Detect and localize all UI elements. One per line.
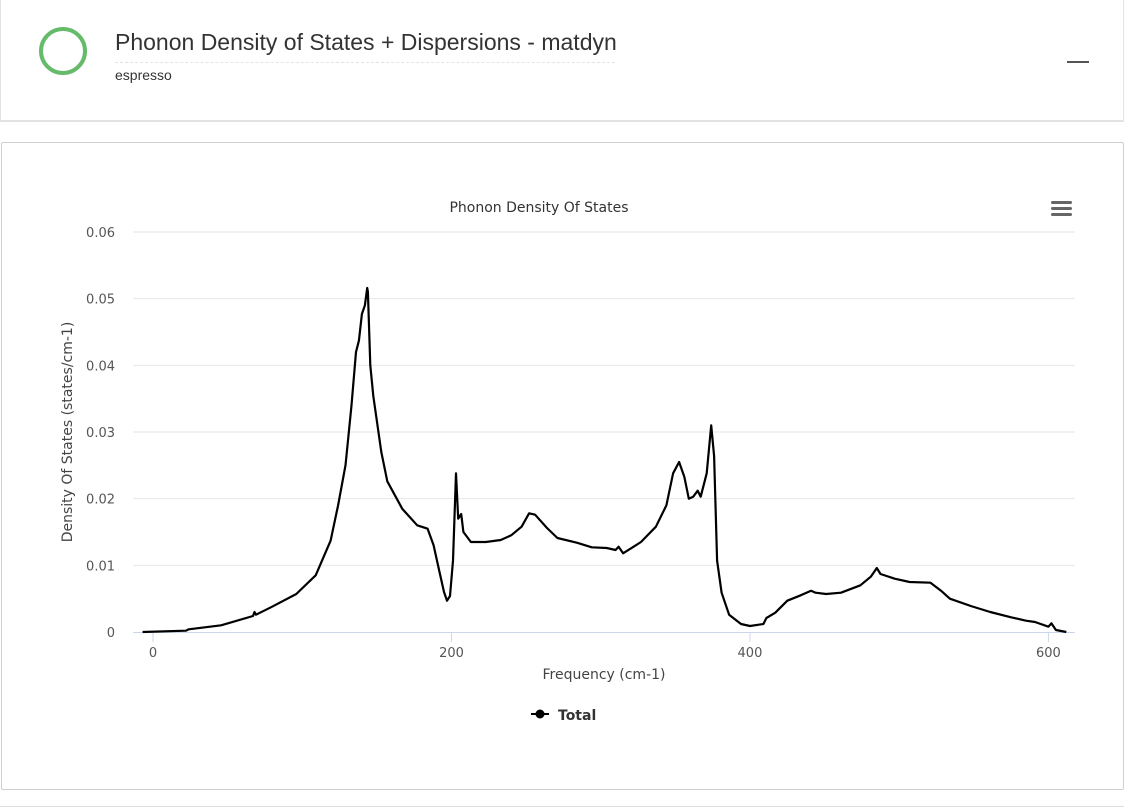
y-tick-label: 0.06 (86, 226, 115, 241)
y-axis-label: Density Of States (states/cm-1) (60, 322, 76, 543)
x-tick-label: 400 (738, 646, 763, 661)
x-tick-label: 200 (439, 646, 464, 661)
y-tick-label: 0.05 (86, 293, 115, 308)
legend-item-total[interactable]: Total (531, 708, 596, 724)
header-card: Phonon Density of States + Dispersions -… (0, 0, 1124, 122)
y-tick-label: 0.01 (86, 559, 115, 574)
y-tick-label: 0.04 (86, 359, 115, 374)
minus-icon[interactable] (1067, 55, 1089, 69)
status-ring-icon (39, 27, 87, 75)
x-axis-label: Frequency (cm-1) (543, 667, 666, 683)
legend-marker (535, 709, 545, 719)
series-line-total (142, 286, 1067, 634)
hamburger-menu-icon[interactable] (1051, 201, 1072, 216)
page-title: Phonon Density of States + Dispersions -… (115, 29, 617, 63)
chart-title: Phonon Density Of States (449, 200, 628, 216)
chart-panel: Phonon Density Of States 0 0.01 0.02 0.03 0.… (1, 142, 1124, 790)
y-tick-label: 0.03 (86, 426, 115, 441)
y-tick-label: 0 (107, 626, 115, 641)
divider (0, 806, 1124, 807)
legend-label: Total (558, 708, 596, 724)
x-tick-label: 600 (1036, 646, 1061, 661)
y-tick-label: 0.02 (86, 493, 115, 508)
page-subtitle: espresso (115, 67, 172, 83)
x-tick-label: 0 (149, 646, 157, 661)
dos-chart: Phonon Density Of States 0 0.01 0.02 0.03 0.… (60, 200, 1075, 724)
